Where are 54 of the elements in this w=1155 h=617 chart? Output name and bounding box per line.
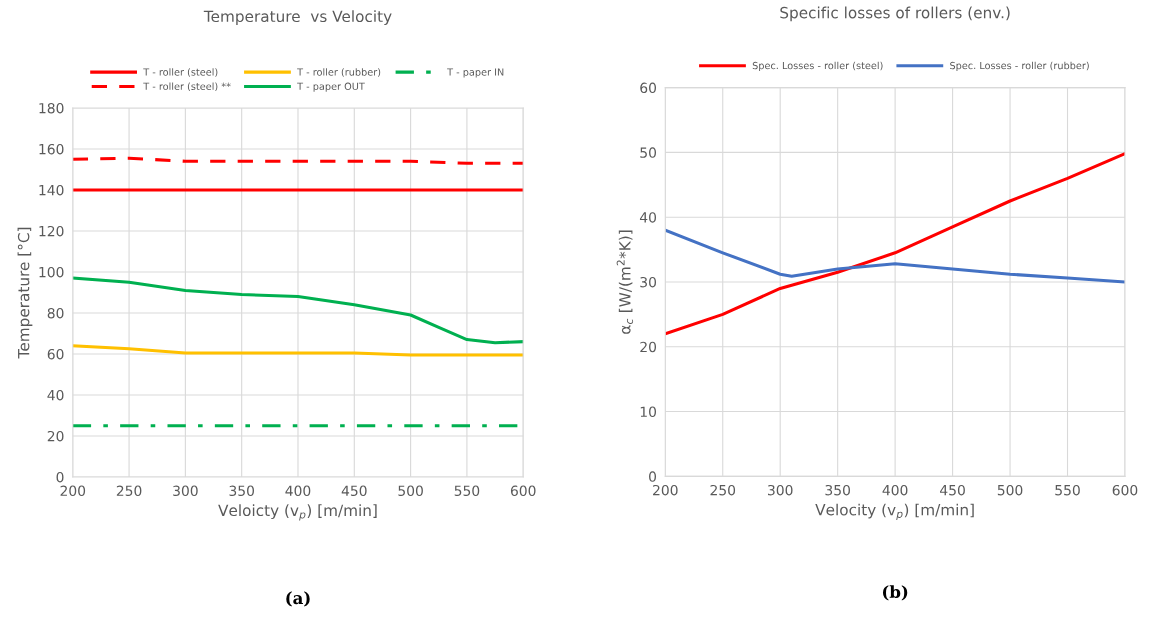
legend-label: T - roller (steel) ** (143, 82, 231, 92)
line-series (72, 344, 524, 357)
y-tick-label: 40 (47, 389, 64, 401)
y-tick-label: 160 (39, 143, 64, 155)
y-tick-label: 140 (39, 184, 64, 196)
x-tick-label: 300 (768, 484, 793, 496)
text: (b) (882, 585, 908, 601)
chart-title: Temperature vs Velocity (203, 10, 392, 26)
y-tick-label: 20 (640, 341, 657, 353)
x-axis-title: Velocity (v$_{p}$) [m/min] (815, 503, 974, 520)
legend-label: T - roller (steel) (143, 68, 218, 77)
x-tick-label: 450 (341, 485, 367, 497)
y-tick-label: 60 (640, 82, 657, 94)
x-tick-label: 400 (882, 484, 908, 496)
line-series (665, 228, 1125, 284)
chart-title: Specific losses of rollers (env.) (780, 6, 1010, 22)
y-axis-title: α$_{c}$ [W/(m$^{2}$*K)] (616, 230, 634, 334)
y-tick-label: 80 (47, 307, 64, 319)
legend-label: T - paper OUT (297, 82, 365, 92)
x-tick-label: 250 (116, 485, 142, 497)
line-series (665, 152, 1125, 336)
x-tick-label: 200 (653, 484, 678, 496)
x-tick-label: 450 (940, 484, 965, 496)
x-tick-label: 550 (1055, 484, 1080, 496)
y-tick-label: 40 (639, 212, 657, 223)
legend-label: T - roller (rubber) (297, 68, 381, 77)
y-tick-label: 0 (56, 471, 64, 483)
x-tick-label: 500 (398, 485, 423, 497)
x-tick-label: 350 (825, 484, 850, 496)
y-tick-label: 0 (649, 471, 657, 482)
x-tick-label: 200 (60, 485, 86, 497)
x-tick-label: 400 (285, 485, 311, 497)
text: (a) (286, 591, 310, 607)
y-tick-label: 10 (640, 406, 657, 418)
y-axis-title: Temperature [°C] (17, 227, 33, 359)
y-tick-label: 180 (39, 102, 64, 114)
x-tick-label: 600 (1112, 484, 1138, 496)
y-tick-label: 100 (39, 266, 64, 278)
x-tick-label: 250 (710, 484, 736, 496)
legend-label: Spec. Losses - roller (steel) (752, 61, 883, 72)
legend-label: T - paper IN (447, 68, 504, 78)
y-tick-label: 50 (640, 147, 657, 158)
x-tick-label: 550 (454, 485, 480, 497)
x-axis-title: Veloicty (v$_{p}$) [m/min] (218, 504, 377, 521)
y-tick-label: 120 (39, 225, 64, 237)
legend-label: Spec. Losses - roller (rubber) (950, 61, 1089, 72)
x-tick-label: 350 (229, 485, 255, 497)
line-series (72, 276, 524, 345)
x-tick-label: 600 (510, 485, 536, 497)
y-tick-label: 30 (640, 276, 657, 288)
y-tick-label: 20 (47, 430, 64, 442)
y-tick-label: 60 (47, 348, 64, 360)
x-tick-label: 300 (173, 485, 198, 497)
x-tick-label: 500 (997, 484, 1023, 496)
